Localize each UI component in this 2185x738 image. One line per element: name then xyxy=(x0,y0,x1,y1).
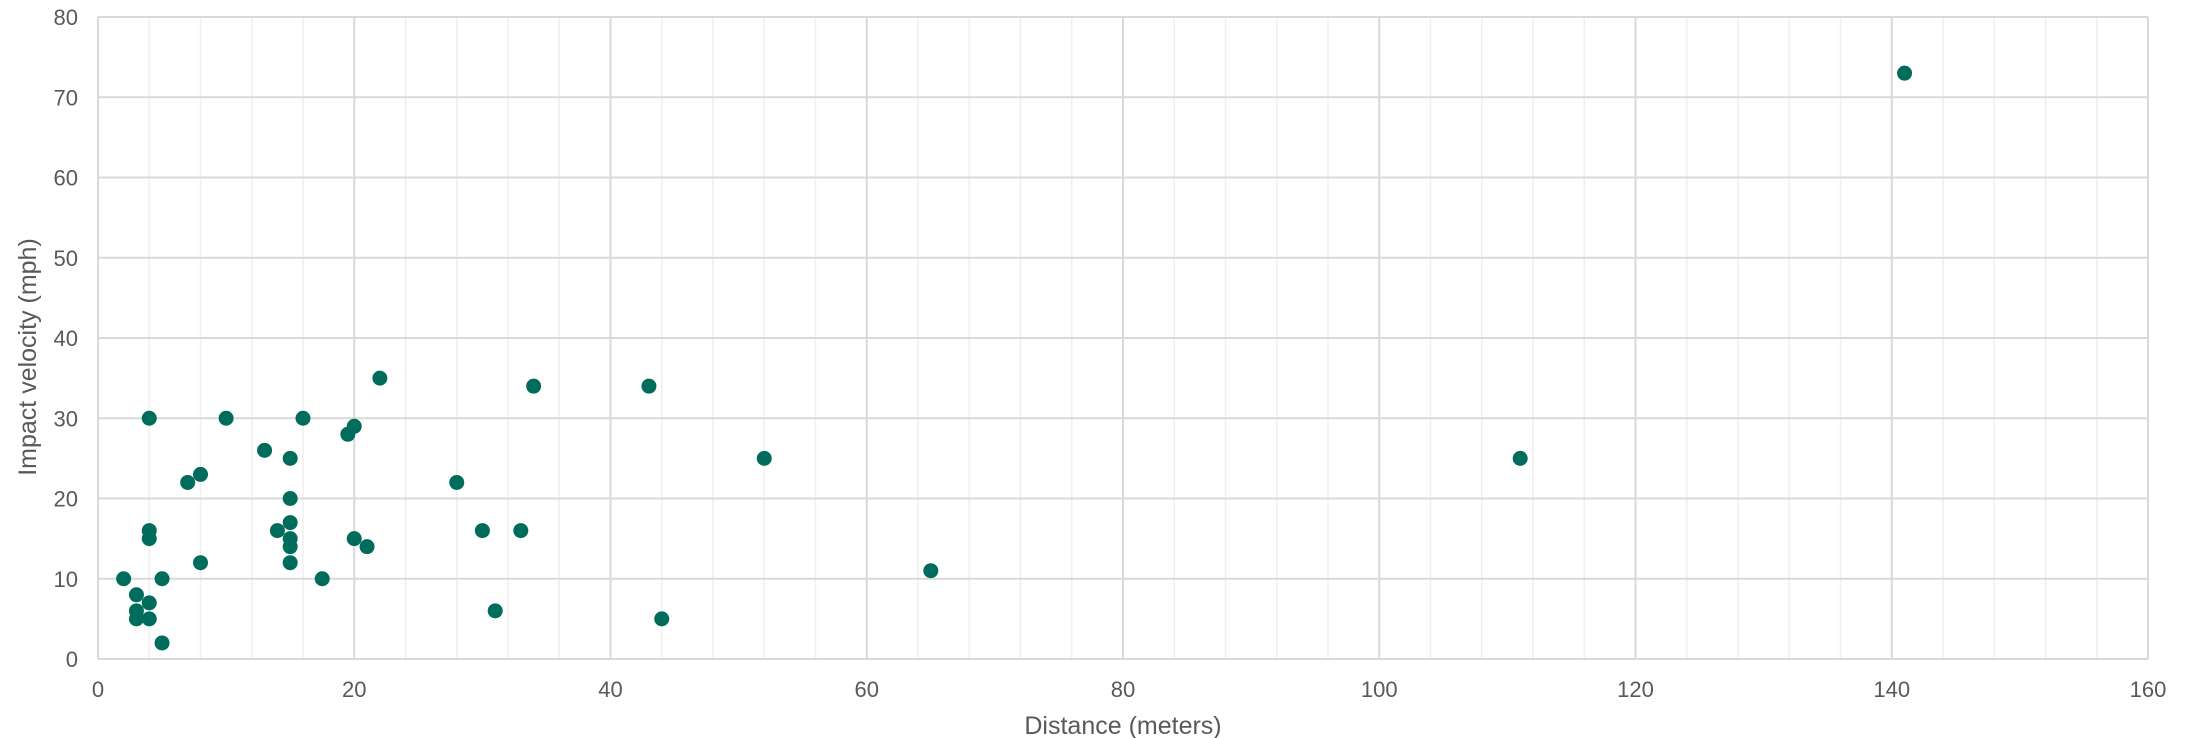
data-point xyxy=(346,531,362,547)
y-tick-label: 50 xyxy=(54,246,78,271)
x-tick-label: 80 xyxy=(1111,677,1135,702)
data-point xyxy=(923,563,939,579)
x-tick-label: 40 xyxy=(598,677,622,702)
data-point xyxy=(346,418,362,434)
data-point xyxy=(116,571,132,587)
data-point xyxy=(487,603,503,619)
y-tick-label: 0 xyxy=(66,647,78,672)
data-point xyxy=(295,410,311,426)
y-tick-label: 20 xyxy=(54,487,78,512)
y-axis-label: Impact velocity (mph) xyxy=(14,238,42,476)
x-axis-label: Distance (meters) xyxy=(1024,712,1221,738)
data-point xyxy=(141,531,157,547)
x-tick-label: 20 xyxy=(342,677,366,702)
data-point xyxy=(513,523,529,539)
x-tick-label: 0 xyxy=(92,677,104,702)
data-point xyxy=(359,539,375,555)
data-point xyxy=(269,523,285,539)
x-tick-label: 160 xyxy=(2130,677,2167,702)
data-point xyxy=(282,515,298,531)
y-tick-label: 10 xyxy=(54,567,78,592)
y-tick-label: 80 xyxy=(54,5,78,30)
data-point xyxy=(128,611,144,627)
data-point xyxy=(282,491,298,506)
x-tick-label: 100 xyxy=(1361,677,1398,702)
data-point xyxy=(282,450,298,466)
data-point xyxy=(218,410,234,426)
data-point xyxy=(372,370,388,386)
data-point xyxy=(193,466,208,482)
data-point xyxy=(141,611,157,627)
data-point xyxy=(526,378,542,394)
data-point xyxy=(141,410,157,426)
x-tick-label: 60 xyxy=(855,677,879,702)
data-point xyxy=(641,378,657,394)
data-point xyxy=(141,595,157,611)
data-point xyxy=(128,587,144,603)
major-gridlines xyxy=(98,16,2149,659)
data-point xyxy=(449,474,465,490)
data-point xyxy=(654,611,670,627)
y-axis-tick-labels: 0 10 20 30 40 50 60 70 80 xyxy=(54,5,78,672)
y-tick-label: 70 xyxy=(54,85,78,110)
y-tick-label: 40 xyxy=(54,326,78,351)
data-point xyxy=(180,474,196,490)
data-point xyxy=(193,555,208,571)
data-point xyxy=(314,571,330,587)
x-tick-label: 140 xyxy=(1873,677,1910,702)
data-point xyxy=(257,442,273,458)
data-point xyxy=(1897,65,1913,81)
x-axis-tick-labels: 0 20 40 60 80 100 120 140 160 xyxy=(92,677,2166,702)
axes xyxy=(97,17,2148,660)
data-point xyxy=(154,571,170,587)
data-point xyxy=(282,555,298,571)
x-tick-label: 120 xyxy=(1617,677,1654,702)
y-tick-label: 30 xyxy=(54,406,78,431)
data-point xyxy=(282,539,298,555)
data-point xyxy=(154,635,170,651)
y-tick-label: 60 xyxy=(54,166,78,191)
data-point xyxy=(756,450,772,466)
data-points xyxy=(116,65,1913,651)
data-point xyxy=(1512,450,1528,466)
data-point xyxy=(474,523,490,539)
